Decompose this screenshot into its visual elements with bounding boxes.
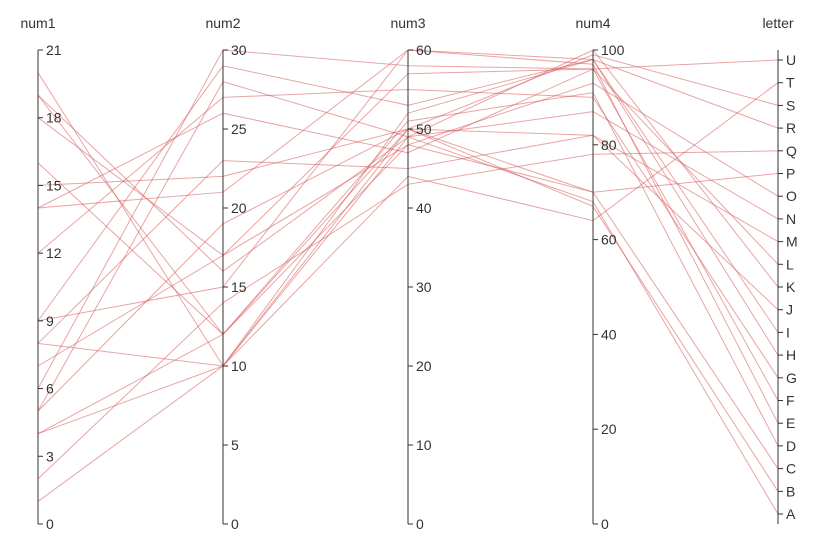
axis-num3: num3 0 10 20 30 40 50 60 [390,15,431,532]
tick-label-num3-50: 50 [416,121,432,137]
tick-label-num2-15: 15 [231,279,247,295]
tick-label-num4-100: 100 [601,42,625,58]
axis-title-num3: num3 [390,15,425,31]
axis-title-num2: num2 [205,15,240,31]
tick-label-letter-I: I [786,324,790,340]
tick-label-letter-D: D [786,438,796,454]
axis-num4: num4 0 20 40 60 80 100 [575,15,624,532]
tick-label-letter-P: P [786,166,795,182]
tick-label-num2-20: 20 [231,200,247,216]
tick-label-letter-E: E [786,415,795,431]
tick-label-num1-18: 18 [46,110,62,126]
axis-title-num1: num1 [20,15,55,31]
tick-label-num1-12: 12 [46,245,62,261]
tick-label-num3-30: 30 [416,279,432,295]
tick-label-letter-M: M [786,234,798,250]
tick-label-num2-0: 0 [231,516,239,532]
tick-label-letter-A: A [786,506,796,522]
tick-label-num4-60: 60 [601,232,617,248]
tick-label-letter-C: C [786,461,796,477]
tick-label-letter-S: S [786,97,795,113]
axes: num1 0 3 6 9 12 15 18 21 num2 0 5 10 15 20 25 30 num3 0 10 2… [20,15,797,532]
tick-label-num1-9: 9 [46,313,54,329]
tick-label-letter-U: U [786,52,796,68]
tick-label-num1-15: 15 [46,177,62,193]
tick-label-num2-10: 10 [231,358,247,374]
tick-label-num3-60: 60 [416,42,432,58]
tick-label-letter-N: N [786,211,796,227]
tick-label-num1-6: 6 [46,381,54,397]
tick-label-num4-0: 0 [601,516,609,532]
axis-title-num4: num4 [575,15,610,31]
tick-label-num1-0: 0 [46,516,54,532]
tick-label-num2-30: 30 [231,42,247,58]
tick-label-letter-L: L [786,256,794,272]
tick-label-letter-B: B [786,483,795,499]
tick-label-letter-H: H [786,347,796,363]
tick-label-letter-F: F [786,393,795,409]
tick-label-num2-5: 5 [231,437,239,453]
tick-label-letter-R: R [786,120,796,136]
tick-label-num4-80: 80 [601,137,617,153]
tick-label-num1-3: 3 [46,448,54,464]
tick-label-letter-Q: Q [786,143,797,159]
tick-label-num3-20: 20 [416,358,432,374]
axis-num2: num2 0 5 10 15 20 25 30 [205,15,246,532]
tick-label-num3-10: 10 [416,437,432,453]
tick-label-letter-K: K [786,279,796,295]
tick-label-num4-20: 20 [601,421,617,437]
tick-label-letter-O: O [786,188,797,204]
tick-label-letter-G: G [786,370,797,386]
axis-title-letter: letter [762,15,793,31]
tick-label-num3-0: 0 [416,516,424,532]
tick-label-num2-25: 25 [231,121,247,137]
tick-label-letter-J: J [786,302,793,318]
tick-label-num4-40: 40 [601,326,617,342]
tick-label-num3-40: 40 [416,200,432,216]
tick-label-num1-21: 21 [46,42,62,58]
tick-label-letter-T: T [786,75,795,91]
axis-num1: num1 0 3 6 9 12 15 18 21 [20,15,61,532]
